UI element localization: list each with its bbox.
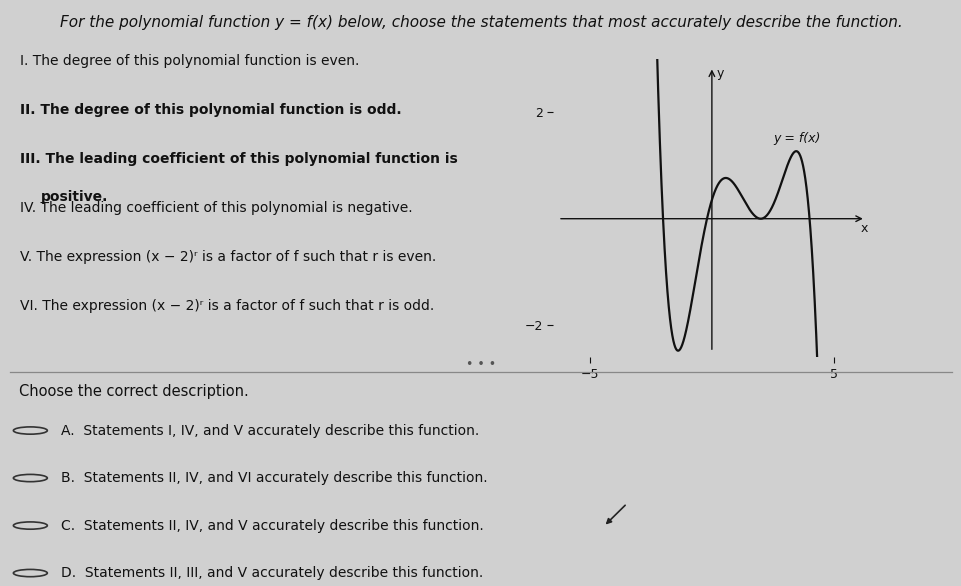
Text: III. The leading coefficient of this polynomial function is: III. The leading coefficient of this pol… bbox=[20, 152, 457, 166]
Text: y: y bbox=[716, 67, 723, 80]
Text: A.  Statements I, IV, and V accurately describe this function.: A. Statements I, IV, and V accurately de… bbox=[62, 424, 480, 438]
Text: V. The expression (x − 2)ʳ is a factor of f such that r is even.: V. The expression (x − 2)ʳ is a factor o… bbox=[20, 250, 435, 264]
Text: II. The degree of this polynomial function is odd.: II. The degree of this polynomial functi… bbox=[20, 103, 401, 117]
Text: C.  Statements II, IV, and V accurately describe this function.: C. Statements II, IV, and V accurately d… bbox=[62, 519, 483, 533]
Text: B.  Statements II, IV, and VI accurately describe this function.: B. Statements II, IV, and VI accurately … bbox=[62, 471, 487, 485]
Text: VI. The expression (x − 2)ʳ is a factor of f such that r is odd.: VI. The expression (x − 2)ʳ is a factor … bbox=[20, 299, 433, 314]
Text: I. The degree of this polynomial function is even.: I. The degree of this polynomial functio… bbox=[20, 54, 359, 68]
Text: x: x bbox=[860, 222, 868, 235]
Text: positive.: positive. bbox=[40, 190, 108, 204]
Text: IV. The leading coefficient of this polynomial is negative.: IV. The leading coefficient of this poly… bbox=[20, 201, 412, 215]
Text: y = f(x): y = f(x) bbox=[772, 132, 820, 145]
Text: • • •: • • • bbox=[465, 358, 496, 371]
Text: D.  Statements II, III, and V accurately describe this function.: D. Statements II, III, and V accurately … bbox=[62, 566, 483, 580]
Text: For the polynomial function y = f(x) below, choose the statements that most accu: For the polynomial function y = f(x) bel… bbox=[60, 15, 901, 30]
Text: Choose the correct description.: Choose the correct description. bbox=[19, 384, 249, 399]
